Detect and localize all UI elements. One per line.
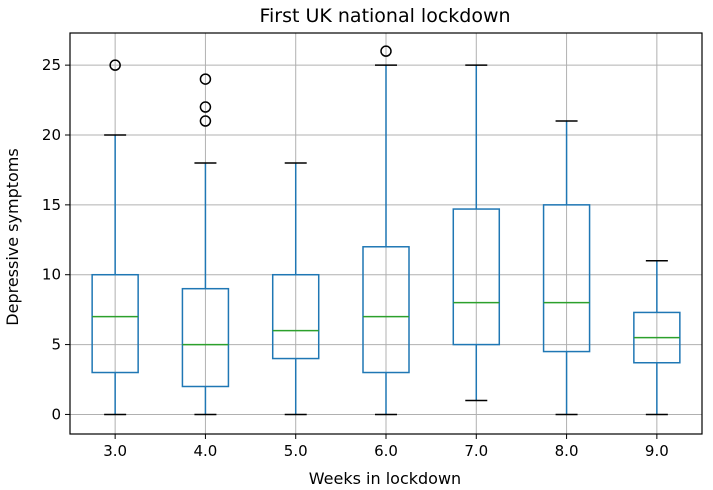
x-tick-label: 5.0 — [284, 442, 308, 460]
iqr-box — [181, 287, 230, 388]
outlier-point — [380, 45, 392, 57]
box-group-6.0 — [362, 45, 410, 416]
iqr-box — [362, 246, 410, 374]
y-tick-label: 0 — [51, 405, 61, 423]
box-group-3.0 — [91, 59, 139, 416]
y-tick-label: 25 — [42, 56, 61, 74]
x-tick-label: 8.0 — [555, 442, 579, 460]
box-group-7.0 — [452, 64, 501, 402]
x-axis-label: Weeks in lockdown — [309, 469, 461, 488]
box-group-5.0 — [271, 162, 320, 416]
x-tick-label: 7.0 — [464, 442, 488, 460]
outlier-point — [109, 59, 121, 71]
x-tick-label: 6.0 — [374, 442, 398, 460]
plot-area — [91, 45, 681, 416]
y-tick-label: 10 — [42, 266, 61, 284]
y-tick-label: 20 — [42, 126, 61, 144]
x-tick-label: 9.0 — [645, 442, 669, 460]
iqr-box — [91, 273, 139, 374]
box-group-4.0 — [181, 73, 230, 416]
outlier-point — [199, 73, 212, 85]
axis-ticks: 0 5 10 15 20 25 3.0 4.0 5.0 6.0 7.0 8.0 9.0 — [42, 56, 669, 460]
box-group-9.0 — [633, 259, 681, 416]
outlier-point — [199, 101, 212, 113]
iqr-box — [542, 204, 591, 353]
chart-title: First UK national lockdown — [259, 5, 510, 27]
box-group-8.0 — [542, 120, 591, 416]
y-tick-label: 5 — [51, 336, 61, 354]
x-tick-label: 4.0 — [193, 442, 217, 460]
iqr-box — [271, 273, 320, 360]
outlier-point — [199, 115, 212, 127]
y-tick-label: 15 — [42, 196, 61, 214]
y-axis-label: Depressive symptoms — [3, 148, 22, 325]
iqr-box — [452, 208, 501, 346]
x-tick-label: 3.0 — [103, 442, 127, 460]
